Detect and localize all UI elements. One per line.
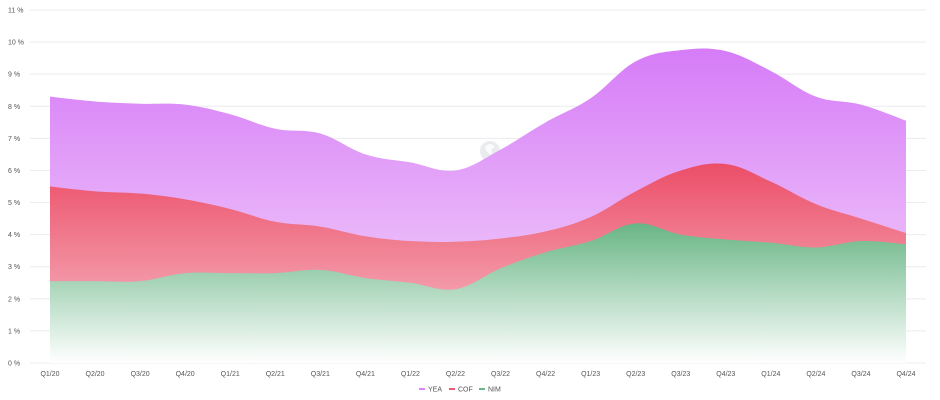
y-tick-label: 11 % [8,8,23,15]
x-tick-label: Q1/20 [40,371,59,378]
y-tick-label: 6 % [8,168,20,175]
x-tick-label: Q4/21 [356,371,375,378]
x-tick-label: Q4/24 [896,371,915,378]
x-tick-label: Q4/23 [716,371,735,378]
legend-item-nim[interactable]: NIM [479,387,501,394]
legend-label: YEA [428,387,442,394]
x-tick-label: Q4/22 [536,371,555,378]
x-tick-label: Q2/20 [86,371,105,378]
x-tick-label: Q2/22 [446,371,465,378]
x-tick-label: Q3/24 [851,371,870,378]
y-tick-label: 7 % [8,136,20,143]
y-tick-label: 4 % [8,232,20,239]
y-tick-label: 9 % [8,72,20,79]
y-tick-label: 2 % [8,296,20,303]
x-tick-label: Q2/24 [806,371,825,378]
x-tick-label: Q1/21 [221,371,240,378]
legend: YEA COF NIM [419,387,501,394]
y-tick-label: 8 % [8,104,20,111]
y-tick-label: 1 % [8,328,20,335]
x-tick-label: Q3/23 [671,371,690,378]
legend-item-cof[interactable]: COF [449,387,473,394]
x-tick-label: Q3/21 [311,371,330,378]
legend-item-yea[interactable]: YEA [419,387,442,394]
x-tick-label: Q1/22 [401,371,420,378]
x-tick-label: Q1/24 [761,371,780,378]
x-axis-tick-labels: Q1/20 Q2/20 Q3/20 Q4/20 Q1/21 Q2/21 Q3/21 Q4/21… [40,371,915,378]
y-tick-label: 0 % [8,361,20,368]
x-tick-label: Q1/23 [581,371,600,378]
x-tick-label: Q3/22 [491,371,510,378]
legend-label: NIM [488,387,501,394]
area-series-nim [50,223,906,363]
legend-label: COF [458,387,473,394]
x-tick-label: Q2/23 [626,371,645,378]
y-tick-label: 5 % [8,200,20,207]
x-tick-label: Q2/21 [266,371,285,378]
y-axis-tick-labels: 0 % 1 % 2 % 3 % 4 % 5 % 6 % 7 % 8 % 9 % 10 % 11 % [8,8,24,368]
x-tick-label: Q4/20 [176,371,195,378]
series-areas [50,48,906,364]
y-tick-label: 10 % [8,40,24,47]
x-tick-label: Q3/20 [131,371,150,378]
y-tick-label: 3 % [8,264,20,271]
